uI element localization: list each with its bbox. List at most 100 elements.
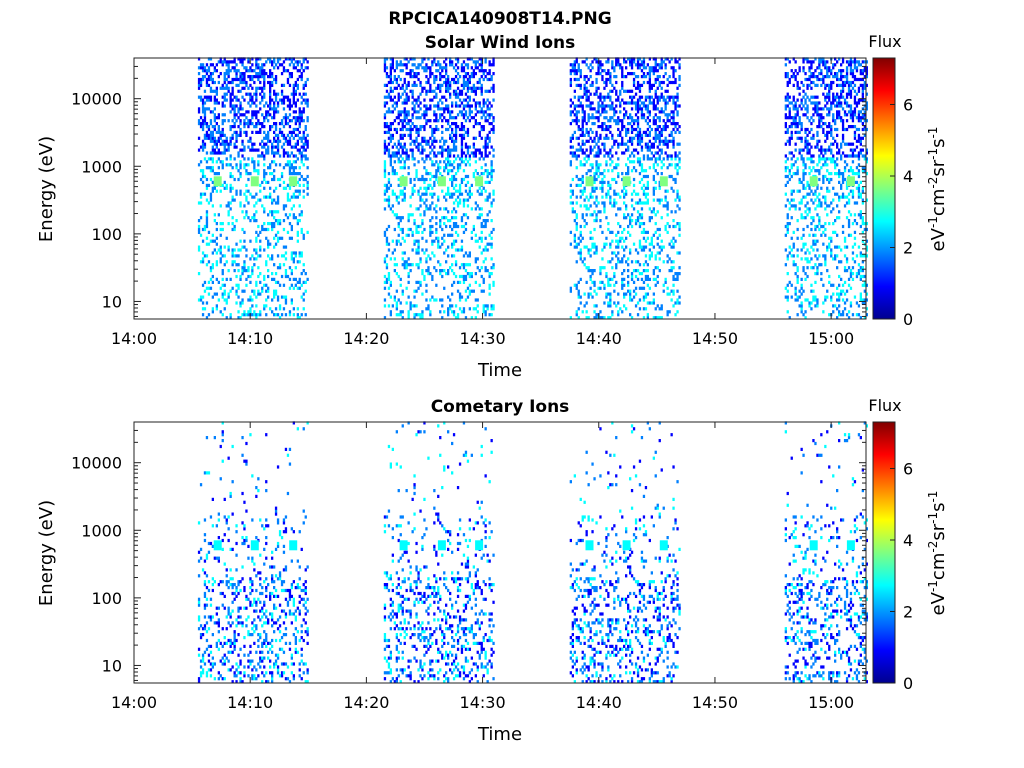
flux-cell [203,110,207,114]
flux-cell [650,145,653,149]
flux-cell [207,201,211,205]
flux-cell [383,116,387,120]
flux-cell [251,130,254,134]
flux-cell [478,283,481,287]
flux-cell [451,122,454,126]
flux-cell [429,83,432,87]
flux-cell [201,98,205,102]
flux-cell [472,136,475,140]
flux-cell [621,277,624,281]
flux-cell [437,86,440,90]
flux-cell [464,63,468,67]
flux-cell [425,298,428,302]
flux-cell [421,145,424,149]
flux-cell [247,145,250,149]
flux-cell [664,122,667,126]
flux-cell [389,66,392,70]
flux-cell [609,316,612,320]
flux-cell [642,113,646,117]
flux-cell [585,195,588,199]
flux-cell [231,216,234,220]
flux-cell [798,207,801,211]
flux-cell [575,72,578,76]
flux-cell [405,127,408,132]
flux-cell [205,219,209,223]
flux-cell [445,104,448,108]
flux-cell [466,83,470,87]
flux-cell [300,63,303,67]
flux-cell [439,272,442,276]
flux-cell [575,157,578,161]
flux-cell [595,186,598,190]
flux-cell [259,183,262,187]
flux-cell [302,292,305,296]
flux-cell [261,224,264,229]
flux-cell [488,274,491,279]
flux-cell [225,69,228,73]
flux-cell [217,116,220,120]
flux-cell [253,80,256,85]
flux-cell [573,236,576,240]
flux-cell [454,239,458,243]
flux-cell [640,110,644,114]
flux-cell [274,210,278,214]
flux-cell [644,104,648,108]
flux-cell [482,280,485,284]
flux-cell [302,183,305,187]
flux-cell [644,95,648,99]
flux-cell [197,230,201,234]
flux-cell [486,72,489,76]
flux-cell [460,177,464,182]
flux-cell [435,154,438,158]
flux-cell [660,133,663,137]
flux-cell [290,251,293,255]
flux-cell [261,86,264,90]
flux-cell [215,307,218,311]
flux-cell [627,230,630,234]
flux-cell [591,130,594,134]
flux-cell [790,283,793,287]
flux-cell [623,60,626,64]
flux-cell [290,145,293,149]
flux-cell [790,198,793,202]
flux-cell [630,272,634,276]
flux-cell [261,139,264,143]
flux-cell [235,301,238,305]
flux-cell [251,113,254,117]
flux-cell [306,230,309,234]
flux-cell [589,169,592,173]
flux-cell [227,204,230,208]
flux-cell [433,119,436,123]
flux-cell [486,145,489,149]
spectrogram-cells [197,57,868,320]
flux-cell [251,313,254,317]
flux-cell [429,157,432,161]
flux-cell [802,177,805,182]
flux-cell [274,272,278,276]
flux-cell [658,251,661,255]
flux-cell [800,139,803,143]
flux-cell [638,83,642,87]
flux-cell [205,301,209,305]
flux-cell [632,207,636,211]
flux-cell [247,157,250,161]
flux-cell [211,295,214,299]
flux-cell [286,195,290,199]
flux-cell [405,263,408,267]
flux-cell [800,304,803,308]
flux-cell [389,75,392,79]
flux-cell [676,310,679,314]
flux-cell [243,310,246,314]
flux-cell [650,142,653,146]
flux-cell [261,69,264,73]
flux-cell [253,69,256,73]
flux-cell [431,142,434,146]
flux-cell [646,263,649,267]
flux-cell [802,266,805,270]
flux-cell [415,136,418,140]
flux-cell [241,245,244,249]
flux-cell [247,163,250,167]
flux-cell [634,104,638,108]
flux-cell [433,298,436,302]
flux-cell [802,95,805,99]
